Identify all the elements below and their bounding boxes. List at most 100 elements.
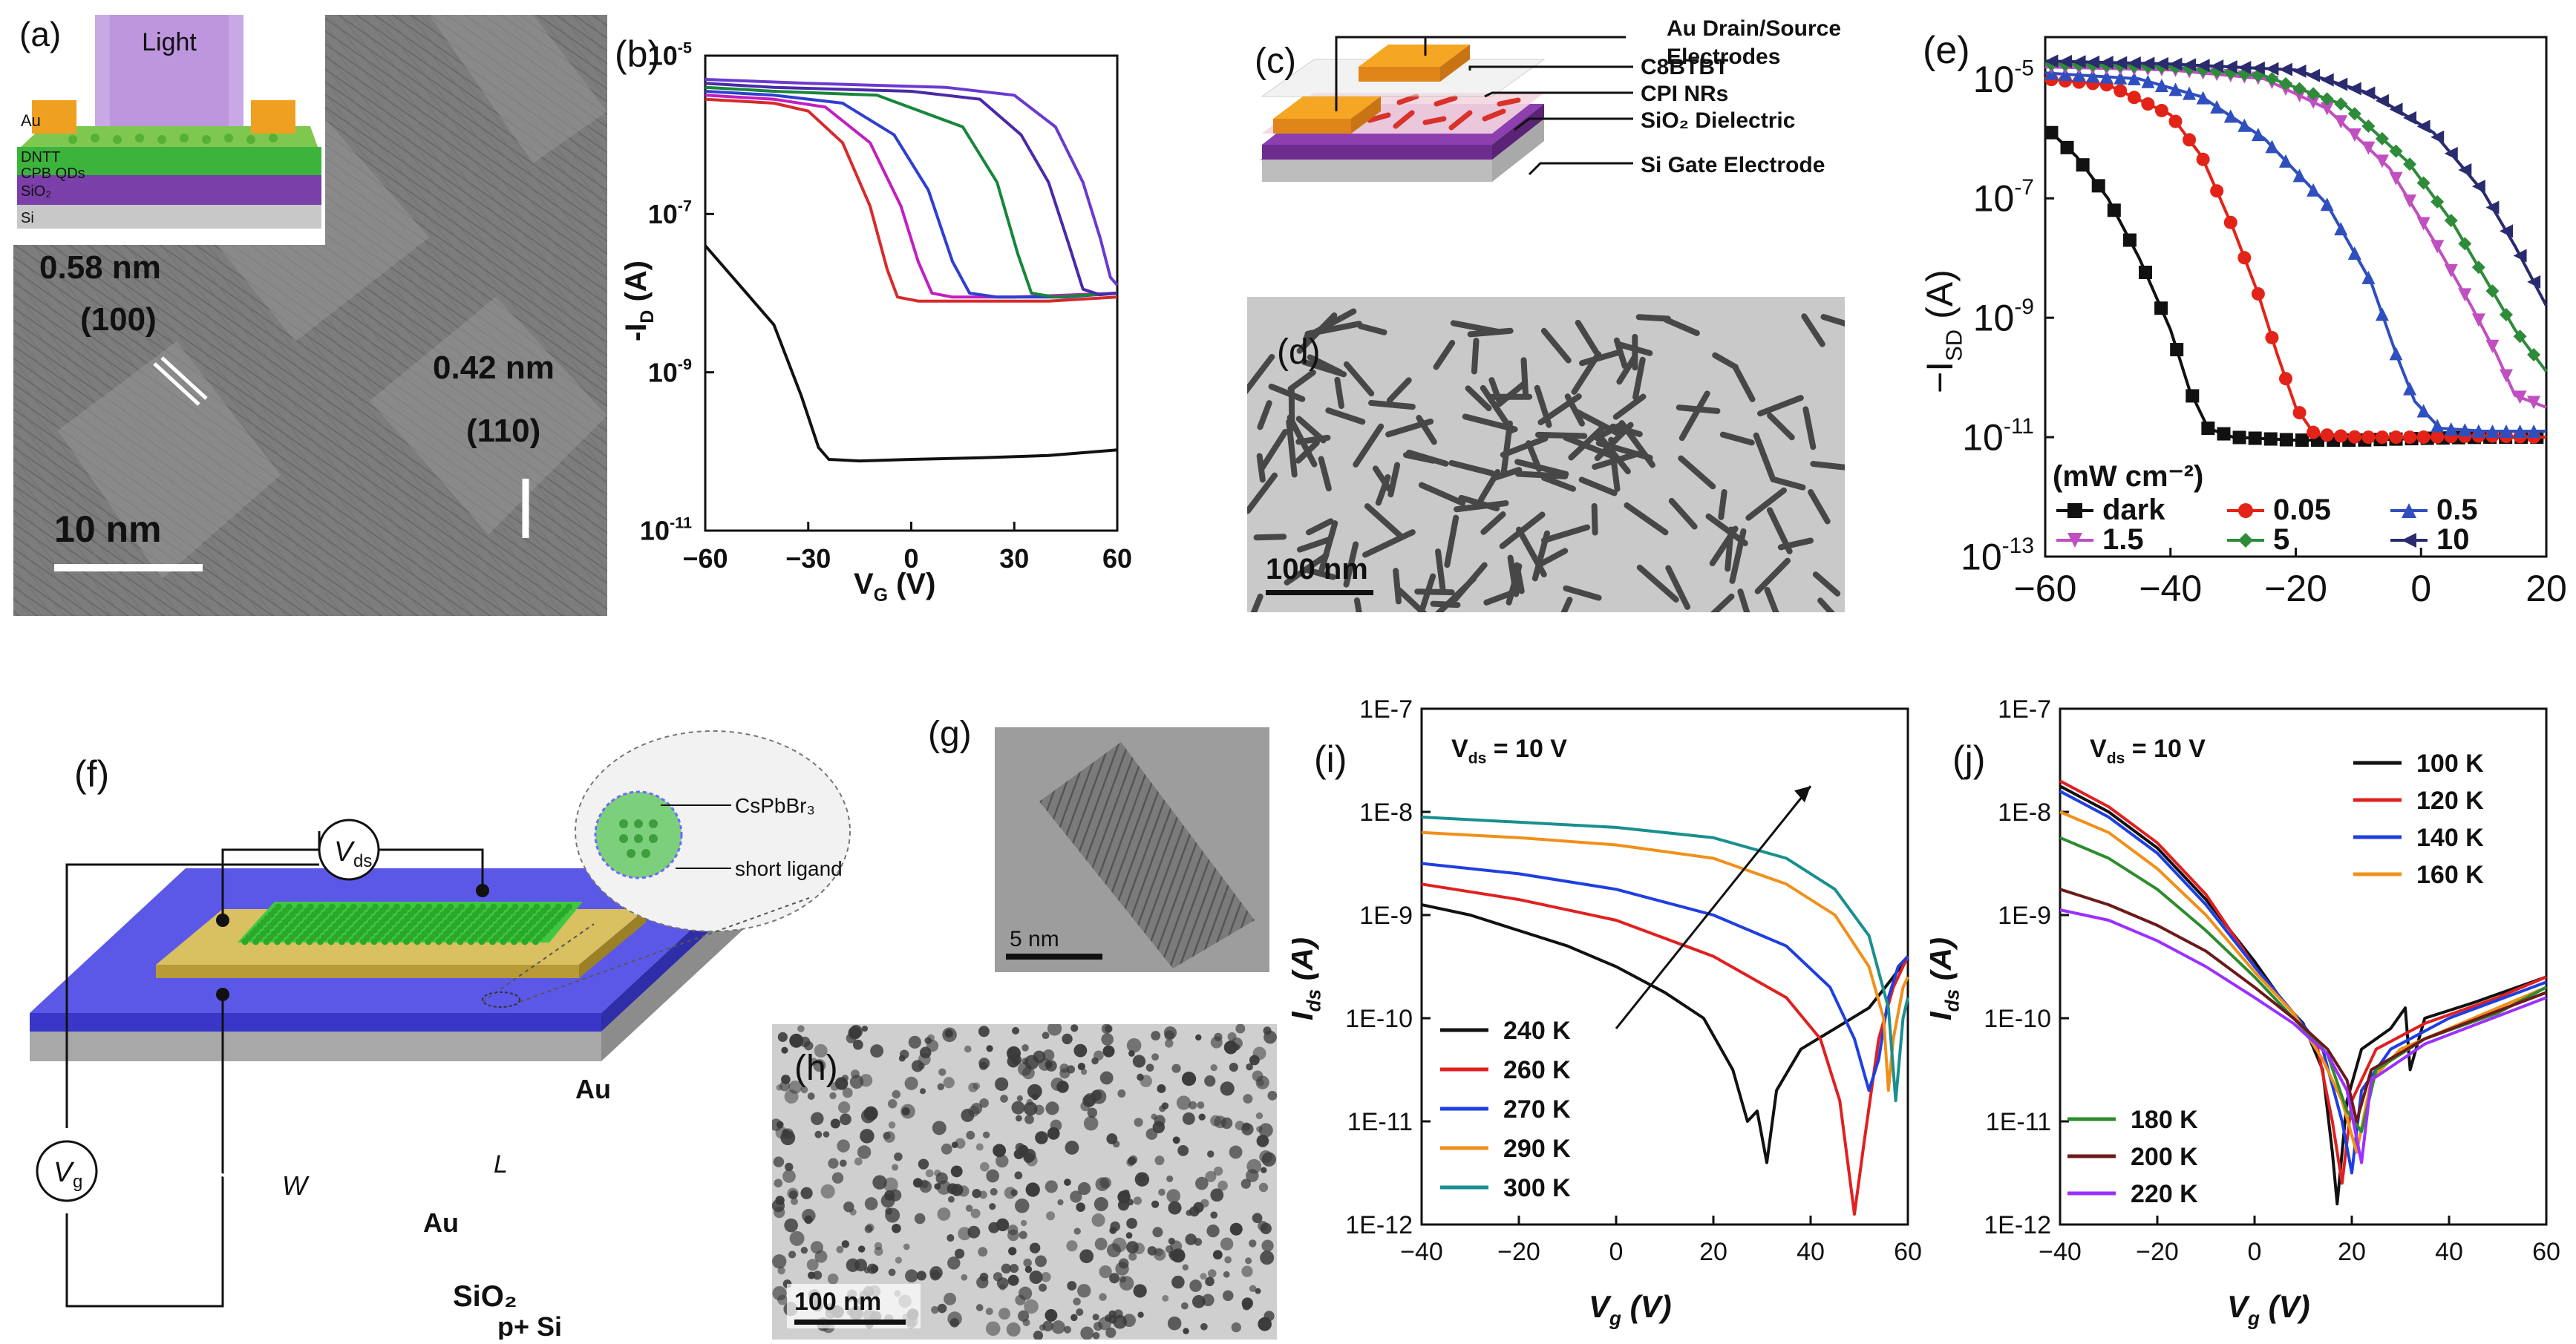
nanocrystal: [1256, 1135, 1269, 1147]
series-line-300k: [1421, 816, 1909, 1103]
vds-meter: V ds: [318, 819, 380, 881]
tem-image-g: (g) 5 nm: [928, 715, 1269, 972]
nanocrystal: [820, 1184, 835, 1199]
nanocrystal: [892, 1089, 901, 1099]
nanocrystal: [1045, 1309, 1058, 1322]
data-marker-0.5: [2237, 118, 2252, 132]
data-marker-0.5: [2141, 74, 2155, 88]
quantum-dot: [317, 938, 324, 945]
nanocrystal: [776, 1121, 784, 1129]
nanorod: [1767, 413, 1795, 441]
layer-si: Si: [21, 210, 34, 226]
nanocrystal: [1163, 1026, 1177, 1040]
nanorod: [1480, 384, 1515, 434]
nanocrystal: [1066, 1240, 1078, 1252]
nanocrystal: [830, 1118, 840, 1129]
nanocrystal: [804, 1215, 813, 1225]
data-marker-10: [2320, 73, 2334, 87]
y-tick-label: 10-5: [1973, 56, 2034, 100]
data-marker-10: [2292, 64, 2307, 78]
nanocrystal: [1025, 1182, 1040, 1197]
nanocrystal: [1024, 1114, 1034, 1124]
x-tick-label: 0: [903, 543, 918, 574]
nanocrystal: [1019, 1230, 1027, 1239]
series-group: [2059, 779, 2547, 1206]
nanocrystal: [1035, 1131, 1048, 1144]
x-tick-label: 40: [2435, 1238, 2463, 1266]
nanocrystal: [781, 1075, 791, 1084]
nanorod: [1317, 520, 1338, 577]
nanocrystal: [1229, 1222, 1243, 1236]
data-marker-0.5: [2334, 222, 2348, 236]
data-marker-dark: [2107, 203, 2121, 217]
quantum-dot: [425, 938, 431, 945]
data-marker-10: [2196, 59, 2210, 73]
nanocrystal: [1041, 1271, 1051, 1282]
panel-label-d: (d): [1277, 332, 1321, 372]
nanocrystal: [986, 1169, 1000, 1183]
data-marker-0.05: [2196, 152, 2210, 166]
y-tick-label: 1E-11: [1347, 1108, 1413, 1136]
nanocrystal: [1168, 1201, 1182, 1215]
data-marker-dark: [2122, 233, 2137, 247]
nanocrystal: [1223, 1040, 1238, 1055]
nanocrystal: [996, 1154, 1009, 1168]
nanocrystal: [894, 1152, 903, 1161]
nanocrystal: [1246, 1169, 1259, 1182]
nanorod: [1801, 313, 1825, 347]
nanocrystal: [979, 1272, 989, 1282]
nanocrystal: [1112, 1140, 1120, 1148]
data-marker-0.05: [2375, 430, 2389, 445]
nanocrystal: [1200, 1273, 1207, 1280]
series-line-0.05: [2044, 77, 2547, 439]
svg-text:ds: ds: [353, 851, 372, 871]
quantum-dot: [478, 938, 486, 945]
data-marker-0.5: [2458, 423, 2472, 437]
nanocrystal: [800, 1086, 808, 1094]
data-marker-10: [2307, 68, 2321, 82]
data-marker-0.05: [2141, 97, 2155, 111]
nanocrystal: [1035, 1255, 1047, 1268]
nanocrystal: [1193, 1202, 1204, 1213]
x-tick-label: −60: [682, 543, 728, 574]
nanocrystal: [1109, 1227, 1117, 1234]
nanocrystal: [1023, 1153, 1034, 1164]
vds-annotation: Vds = 10 V: [2090, 735, 2206, 767]
data-marker-1.5: [2389, 171, 2403, 186]
panel-label-c: (c): [1255, 42, 1296, 81]
nanocrystal: [1137, 1173, 1146, 1182]
legend-marker-dark: [2067, 503, 2082, 518]
nanocrystal: [970, 1208, 981, 1219]
nanocrystal: [800, 1036, 811, 1047]
nanorod: [1462, 413, 1518, 433]
nanocrystal: [775, 1196, 785, 1205]
data-marker-dark: [2076, 158, 2090, 172]
nanocrystal: [1214, 1115, 1227, 1129]
nanocrystal: [985, 1321, 1001, 1336]
nanocrystal: [1194, 1238, 1203, 1246]
nanocrystal: [1094, 1237, 1108, 1250]
y-tick-label: 10-9: [1973, 295, 2034, 339]
nanocrystal: [966, 1130, 975, 1140]
data-marker-5: [2485, 284, 2500, 298]
nanorod: [1563, 585, 1602, 601]
nanocrystal: [1185, 1233, 1197, 1245]
nanorod: [1817, 597, 1841, 612]
nanocrystal: [1076, 1202, 1085, 1212]
nanorod: [1624, 502, 1669, 536]
series-line-s5: [705, 82, 1118, 297]
nanocrystal: [1235, 1024, 1246, 1034]
scale-bar-h: [794, 1320, 906, 1325]
nanocrystal: [1206, 1225, 1220, 1238]
callout-cpi-nrs: CPI NRs: [1641, 82, 1728, 106]
data-marker-0.5: [2513, 424, 2527, 439]
layer-cpb-qds: CPB QDs: [21, 165, 85, 182]
nanocrystal: [1157, 1084, 1166, 1093]
nanocrystal: [1166, 1175, 1174, 1182]
nanocrystal: [979, 1061, 988, 1070]
nanorod: [1540, 524, 1591, 544]
nanocrystal: [811, 1112, 824, 1126]
si-label: p+ Si: [497, 1311, 562, 1340]
nanocrystal: [1182, 1112, 1195, 1125]
data-marker-0.05: [2334, 429, 2348, 443]
